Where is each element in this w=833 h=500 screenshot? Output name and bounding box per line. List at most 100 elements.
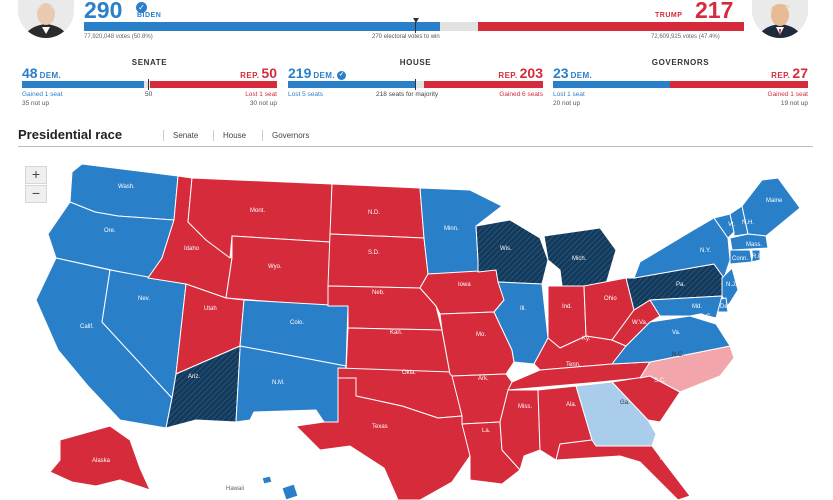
state-maine	[741, 177, 801, 237]
label-ore: Ore.	[104, 228, 116, 234]
label-nh: N.H.	[742, 220, 754, 226]
label-calif: Calif.	[80, 324, 94, 330]
senate-title: SENATE	[131, 58, 168, 67]
label-wyo: Wyo.	[268, 264, 282, 270]
state-alaska	[49, 425, 151, 491]
senate-summary[interactable]: SENATE 48 DEM. REP. 50 Gained 1 seat 35 no…	[22, 57, 277, 112]
senate-rep-fill	[149, 81, 277, 88]
trump-popular-vote: 72,609,925 votes (47.4%)	[651, 34, 720, 40]
label-ark: Ark.	[478, 376, 489, 382]
label-ga: Ga.	[620, 400, 630, 406]
house-rep-fill	[424, 81, 543, 88]
state-fla	[555, 439, 691, 500]
label-maine: Maine	[766, 198, 783, 204]
label-nm: N.M.	[272, 380, 285, 386]
senate-rep-not-up: 30 not up	[249, 100, 277, 107]
governors-rep-count: REP. 27	[771, 65, 808, 81]
governors-rep-not-up: 19 not up	[780, 100, 808, 107]
biden-electoral-fill	[84, 22, 440, 31]
label-ri: R.I.	[752, 254, 762, 260]
zoom-in-button[interactable]: +	[25, 166, 47, 184]
label-la: La.	[482, 428, 491, 434]
governors-rep-fill	[670, 81, 808, 88]
biden-electoral-count: 290	[84, 0, 123, 23]
biden-photo	[18, 0, 74, 38]
state-ill	[493, 281, 549, 365]
house-majority-label: 218 seats for majority	[376, 91, 439, 98]
senate-dem-change: Gained 1 seat	[22, 91, 63, 98]
tab-house[interactable]: House	[223, 131, 247, 140]
state-hawaii-small	[261, 475, 273, 485]
label-idaho: Idaho	[184, 246, 200, 252]
label-tenn: Tenn.	[566, 362, 581, 368]
label-del: Del.	[720, 304, 731, 310]
state-nj	[721, 267, 739, 307]
label-mass: Mass.	[746, 242, 762, 248]
label-wash: Wash.	[118, 184, 135, 190]
state-mass	[729, 233, 769, 251]
label-minn: Minn.	[444, 226, 459, 232]
label-miss: Miss.	[518, 404, 532, 410]
threshold-line	[415, 22, 416, 33]
senate-rep-change: Lost 1 seat	[245, 91, 277, 98]
senate-dem-count: 48 DEM.	[22, 65, 62, 81]
label-ny: N.Y.	[700, 248, 711, 254]
senate-majority-marker	[148, 79, 149, 90]
label-colo: Colo.	[290, 320, 304, 326]
label-nj: N.J.	[726, 282, 737, 288]
governors-dem-count: 23 DEM.	[553, 65, 593, 81]
label-neb: Neb.	[372, 290, 385, 296]
tab-senate[interactable]: Senate	[173, 131, 199, 140]
state-sd	[327, 233, 429, 289]
label-kan: Kan.	[390, 330, 403, 336]
tab-divider	[262, 130, 263, 141]
label-va: Va.	[672, 330, 681, 336]
label-ariz: Ariz.	[188, 374, 200, 380]
label-iowa: Iowa	[458, 282, 471, 288]
state-nc	[639, 345, 735, 393]
governors-summary[interactable]: GOVERNORS 23 DEM. REP. 27 Lost 1 seat 20 n…	[553, 57, 808, 112]
governors-dem-not-up: 20 not up	[553, 100, 581, 107]
house-majority-marker	[415, 79, 416, 90]
label-nd: N.D.	[368, 210, 380, 216]
house-summary[interactable]: HOUSE 219 DEM. ✓ REP. 203 Lost 5 seats 218 …	[288, 57, 543, 112]
house-title: HOUSE	[399, 58, 432, 67]
governors-title: GOVERNORS	[651, 58, 710, 67]
house-rep-change: Gained 6 seats	[499, 91, 543, 98]
label-hawaii: Hawaii	[226, 486, 244, 492]
tab-governors[interactable]: Governors	[272, 131, 310, 140]
label-nev: Nev.	[138, 296, 150, 302]
governors-seat-bar	[553, 81, 808, 88]
label-dc: D.C.	[700, 314, 712, 320]
label-vt: Vt.	[728, 222, 736, 228]
biden-popular-vote: 77,920,048 votes (50.8%)	[84, 34, 153, 40]
label-mich: Mich.	[572, 256, 587, 262]
us-election-map[interactable]: Wash. Ore. Calif. Nev. Idaho Mont. Wyo. …	[0, 150, 833, 500]
governors-rep-change: Gained 1 seat	[767, 91, 808, 98]
label-sc: S.C.	[654, 378, 666, 384]
label-mont: Mont.	[250, 208, 265, 214]
label-fla: Fla.	[660, 456, 670, 462]
senate-mid-label: 50	[145, 91, 153, 98]
label-md: Md.	[692, 304, 702, 310]
state-hawaii-big	[281, 483, 299, 500]
label-texas: Texas	[372, 424, 388, 430]
state-wyo	[225, 235, 331, 307]
senate-rep-count: REP. 50	[240, 65, 277, 81]
label-ky: Ky.	[582, 336, 591, 342]
label-pa: Pa.	[676, 282, 685, 288]
house-dem-fill	[288, 81, 417, 88]
state-md	[649, 295, 723, 319]
zoom-out-button[interactable]: −	[25, 185, 47, 203]
tab-underline	[18, 146, 813, 147]
label-wva: W.Va.	[632, 320, 648, 326]
governors-dem-fill	[553, 81, 671, 88]
tab-presidential-race[interactable]: Presidential race	[18, 127, 123, 142]
house-rep-count: REP. 203	[498, 65, 543, 81]
label-conn: Conn.	[732, 256, 748, 262]
label-ohio: Ohio	[604, 296, 617, 302]
state-labels: Wash. Ore. Calif. Nev. Idaho Mont. Wyo. …	[80, 184, 783, 492]
governors-dem-change: Lost 1 seat	[553, 91, 585, 98]
label-sd: S.D.	[368, 250, 380, 256]
biden-winner-check-icon: ✓	[136, 2, 147, 13]
